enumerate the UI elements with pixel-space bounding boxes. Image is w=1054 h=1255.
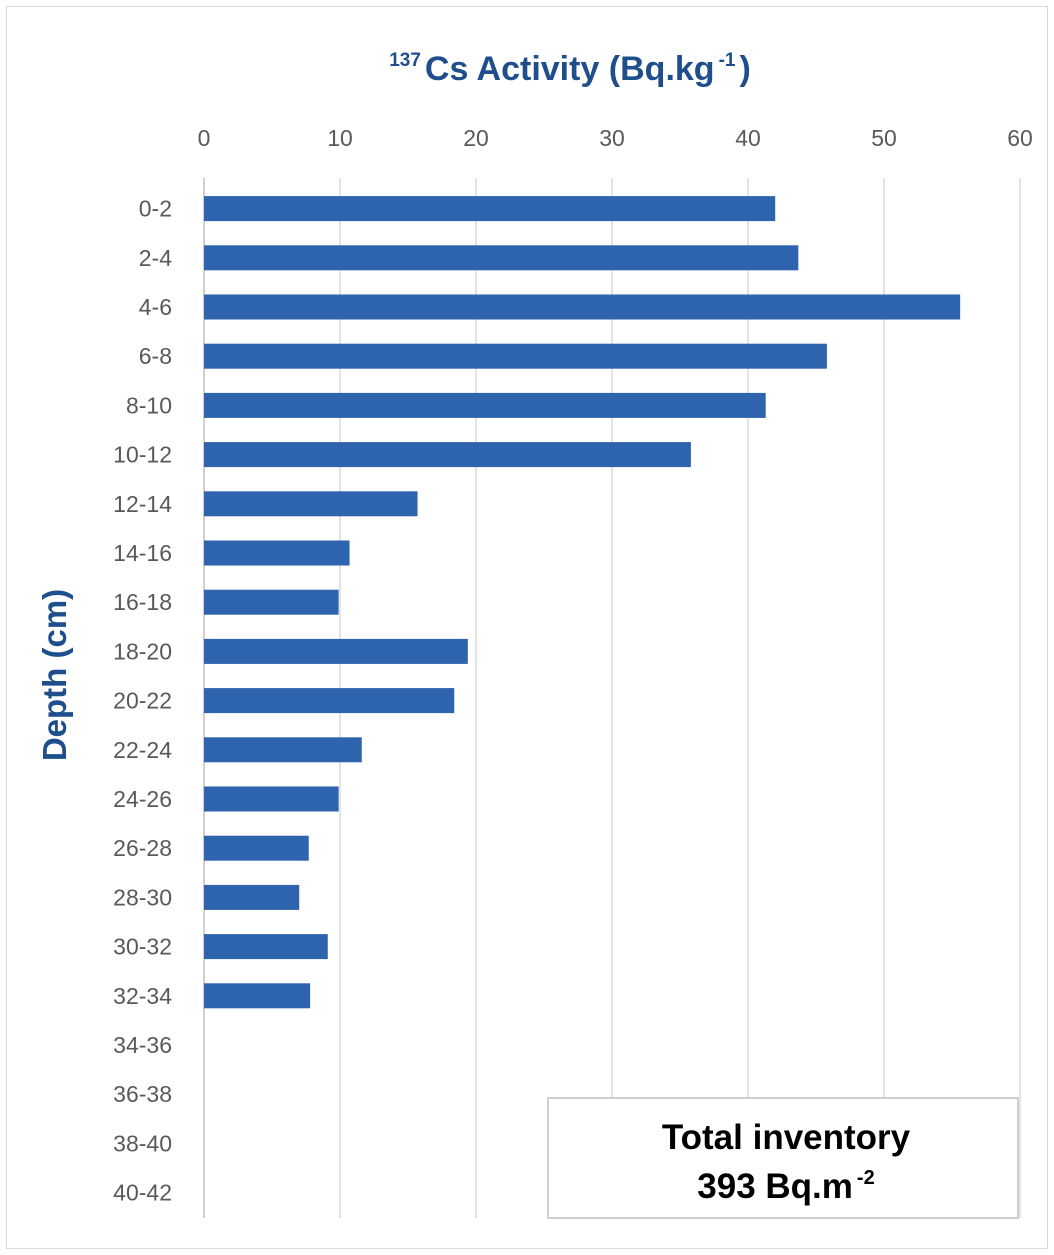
bar-28-30 xyxy=(204,884,300,910)
y-tick-label: 26-28 xyxy=(113,835,172,861)
bar-32-34 xyxy=(204,983,311,1009)
y-tick-label: 14-16 xyxy=(113,540,172,566)
bar-24-26 xyxy=(204,786,339,812)
bar-12-14 xyxy=(204,491,418,517)
bar-30-32 xyxy=(204,934,328,960)
bar-22-24 xyxy=(204,737,362,763)
y-tick-label: 4-6 xyxy=(139,294,172,320)
y-axis-label: Depth (cm) xyxy=(36,589,73,761)
y-tick-label: 2-4 xyxy=(139,245,172,271)
total-inventory-frame xyxy=(547,1097,1019,1219)
total-inventory-superscript: -2 xyxy=(857,1167,875,1189)
bar-8-10 xyxy=(204,392,766,418)
total-inventory-box: Total inventory 393 Bq.m -2 xyxy=(547,1097,1019,1219)
y-tick-label: 28-30 xyxy=(113,884,172,910)
y-tick-label: 24-26 xyxy=(113,786,172,812)
x-tick-label: 60 xyxy=(1007,125,1033,151)
x-tick-label: 10 xyxy=(327,125,353,151)
title-unit-superscript: -1 xyxy=(719,50,736,71)
y-tick-label: 6-8 xyxy=(139,343,172,369)
y-tick-label: 20-22 xyxy=(113,688,172,714)
y-tick-label: 36-38 xyxy=(113,1081,172,1107)
y-tick-label: 12-14 xyxy=(113,491,172,517)
x-tick-label: 40 xyxy=(735,125,761,151)
bar-26-28 xyxy=(204,835,309,861)
y-tick-label: 34-36 xyxy=(113,1032,172,1058)
y-tick-label: 16-18 xyxy=(113,589,172,615)
title-close: ) xyxy=(739,50,750,88)
y-tick-label: 0-2 xyxy=(139,196,172,222)
bar-4-6 xyxy=(204,294,961,320)
y-tick-label: 32-34 xyxy=(113,983,172,1009)
y-tick-label: 8-10 xyxy=(126,392,172,418)
bars xyxy=(204,196,961,1009)
title-main: Cs Activity (Bq.kg xyxy=(425,50,715,88)
total-inventory-value: 393 Bq.m -2 xyxy=(697,1167,874,1206)
total-inventory-number: 393 Bq.m xyxy=(697,1167,853,1206)
y-tick-label: 40-42 xyxy=(113,1180,172,1206)
y-tick-label: 30-32 xyxy=(113,934,172,960)
y-tick-label: 22-24 xyxy=(113,737,172,763)
bar-10-12 xyxy=(204,442,691,468)
bar-16-18 xyxy=(204,589,339,615)
y-axis-categories: 0-2 2-4 4-6 6-8 8-10 10-12 12-14 14-16 16-18 18-2… xyxy=(113,196,172,1206)
x-axis-ticks: 0 10 20 30 40 50 60 xyxy=(198,125,1033,151)
y-tick-label: 10-12 xyxy=(113,442,172,468)
bar-2-4 xyxy=(204,245,799,271)
y-tick-label: 38-40 xyxy=(113,1130,172,1156)
bar-6-8 xyxy=(204,343,827,369)
total-inventory-label: Total inventory xyxy=(662,1118,911,1157)
bar-18-20 xyxy=(204,638,468,664)
x-tick-label: 0 xyxy=(198,125,211,151)
bar-14-16 xyxy=(204,540,350,566)
x-tick-label: 30 xyxy=(599,125,625,151)
x-tick-label: 20 xyxy=(463,125,489,151)
title-isotope-superscript: 137 xyxy=(389,50,421,71)
bar-20-22 xyxy=(204,688,455,714)
chart-title: 137 Cs Activity (Bq.kg -1 ) xyxy=(389,50,751,88)
y-tick-label: 18-20 xyxy=(113,638,172,664)
x-tick-label: 50 xyxy=(871,125,897,151)
bar-0-2 xyxy=(204,196,776,222)
